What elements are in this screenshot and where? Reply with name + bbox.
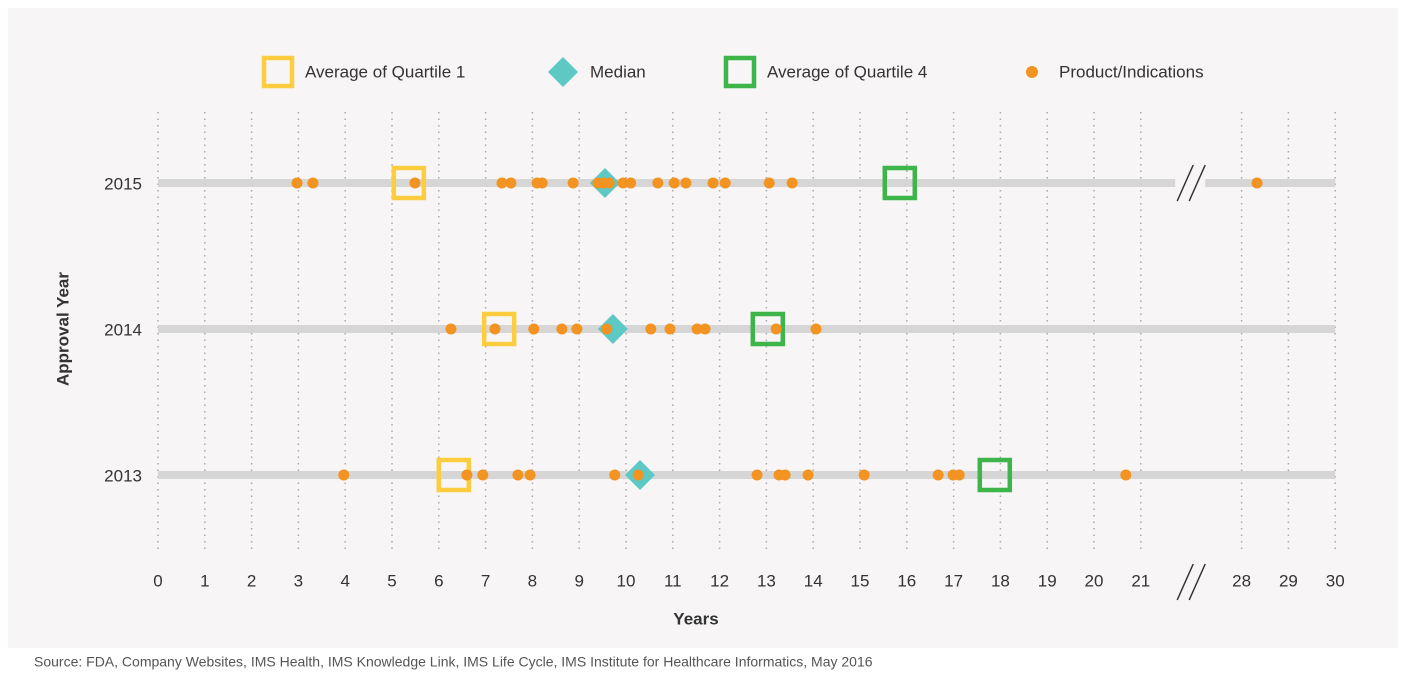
product-dot	[603, 177, 615, 189]
x-tick-label: 8	[528, 571, 537, 590]
x-tick-label: 29	[1279, 571, 1298, 590]
product-dot	[858, 469, 870, 481]
x-tick-label: 21	[1131, 571, 1150, 590]
median-diamond	[597, 314, 628, 344]
product-dot	[609, 469, 621, 481]
source-note: Source: FDA, Company Websites, IMS Healt…	[34, 654, 873, 670]
axis-break	[1188, 164, 1206, 202]
product-dot	[810, 323, 822, 335]
product-dot	[1120, 469, 1132, 481]
product-dot	[409, 177, 421, 189]
x-tick-label: 17	[944, 571, 963, 590]
x-tick-label: 30	[1326, 571, 1345, 590]
product-dot	[291, 177, 303, 189]
product-dot	[786, 177, 798, 189]
product-dot	[496, 177, 508, 189]
product-dot	[461, 469, 473, 481]
product-dot	[625, 177, 637, 189]
x-axis-label: Years	[673, 609, 718, 628]
x-tick-label: 14	[804, 571, 823, 590]
y-tick-label: 2015	[104, 174, 142, 193]
product-dot	[953, 469, 965, 481]
x-tick-label: 9	[574, 571, 583, 590]
x-tick-label: 5	[387, 571, 396, 590]
x-tick-label: 12	[710, 571, 729, 590]
product-dot	[668, 177, 680, 189]
x-tick-label: 6	[434, 571, 443, 590]
quartile-square	[750, 311, 786, 347]
legend-symbol	[723, 55, 757, 89]
product-dot	[707, 177, 719, 189]
product-dot	[445, 323, 457, 335]
product-dot	[719, 177, 731, 189]
product-dot	[802, 469, 814, 481]
product-dot	[691, 323, 703, 335]
product-dot	[512, 469, 524, 481]
quartile-square	[391, 165, 427, 201]
product-dot	[763, 177, 775, 189]
x-tick-label: 19	[1038, 571, 1057, 590]
product-dot	[664, 323, 676, 335]
product-dot	[779, 469, 791, 481]
x-tick-label: 7	[481, 571, 490, 590]
product-dot	[307, 177, 319, 189]
product-dot	[770, 323, 782, 335]
product-dot	[751, 469, 763, 481]
product-dot	[524, 469, 536, 481]
product-dot	[505, 177, 517, 189]
quartile-square	[481, 311, 517, 347]
legend-label: Average of Quartile 4	[767, 62, 927, 81]
product-dot	[528, 323, 540, 335]
x-tick-label: 11	[664, 571, 682, 590]
product-dot	[932, 469, 944, 481]
x-tick-label: 1	[200, 571, 209, 590]
product-dot	[536, 177, 548, 189]
y-axis-label: Approval Year	[53, 272, 72, 386]
axis-break	[1188, 563, 1206, 601]
product-dot	[680, 177, 692, 189]
legend-label: Average of Quartile 1	[305, 62, 465, 81]
product-dot	[601, 323, 613, 335]
legend-symbol	[548, 57, 578, 87]
x-tick-label: 10	[617, 571, 636, 590]
legend-symbol	[1026, 66, 1038, 78]
x-tick-label: 18	[991, 571, 1010, 590]
x-tick-label: 28	[1232, 571, 1251, 590]
x-tick-label: 13	[757, 571, 776, 590]
product-dot	[556, 323, 568, 335]
product-dot	[652, 177, 664, 189]
product-dot	[567, 177, 579, 189]
axis-break	[1176, 164, 1194, 202]
y-tick-label: 2013	[104, 466, 142, 485]
product-dot	[632, 469, 644, 481]
product-dot	[1251, 177, 1263, 189]
x-tick-label: 20	[1085, 571, 1104, 590]
x-tick-label: 0	[153, 571, 162, 590]
x-tick-label: 15	[851, 571, 870, 590]
product-dot	[338, 469, 350, 481]
product-dot	[477, 469, 489, 481]
x-tick-label: 3	[294, 571, 303, 590]
product-dot	[699, 323, 711, 335]
y-tick-label: 2014	[104, 320, 142, 339]
legend-symbol	[261, 55, 295, 89]
legend-label: Product/Indications	[1059, 62, 1204, 81]
quartile-square	[882, 165, 918, 201]
product-dot	[571, 323, 583, 335]
product-dot	[645, 323, 657, 335]
x-tick-label: 2	[247, 571, 256, 590]
x-tick-label: 4	[340, 571, 349, 590]
quartile-square	[977, 457, 1013, 493]
product-dot	[489, 323, 501, 335]
axis-break	[1176, 563, 1194, 601]
x-tick-label: 16	[897, 571, 916, 590]
legend-label: Median	[590, 62, 646, 81]
